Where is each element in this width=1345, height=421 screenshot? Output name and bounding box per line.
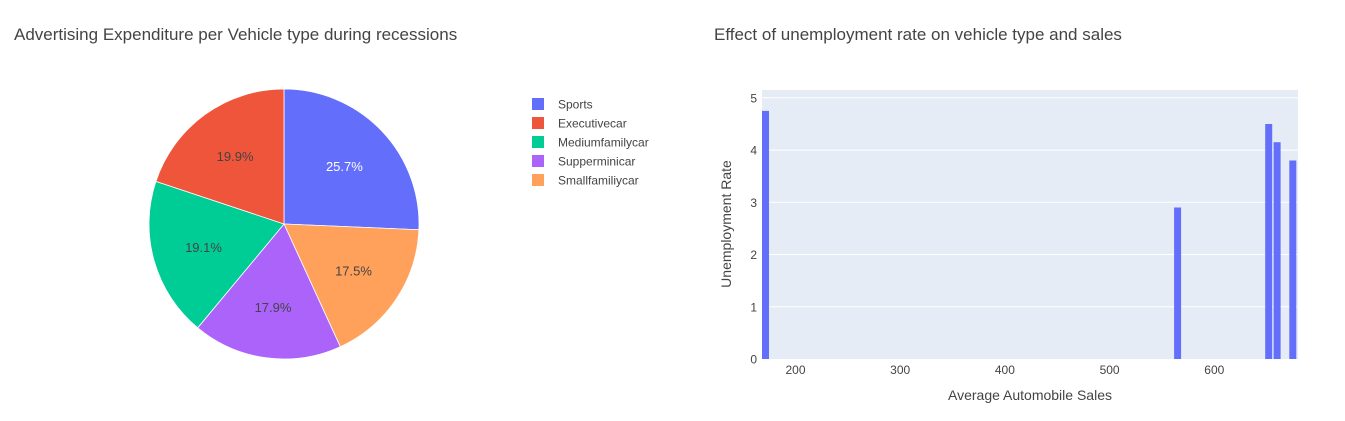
- bar-plot-area: [762, 90, 1298, 359]
- legend-swatch: [532, 155, 544, 167]
- y-tick-label: 5: [750, 91, 757, 105]
- pie-value-label: 17.9%: [255, 300, 292, 315]
- pie-legend: Sports Executivecar Mediumfamilycar Supperm…: [532, 98, 649, 188]
- y-tick-label: 2: [750, 248, 757, 262]
- pie-slice-supperminicar[interactable]: [197, 223, 341, 360]
- x-tick-label: 500: [1100, 363, 1120, 377]
- bar-x-ticks: 200 300 400 500 600: [785, 363, 1224, 377]
- bar[interactable]: [1273, 142, 1281, 359]
- y-tick-label: 0: [750, 353, 757, 367]
- legend-label: Supperminicar: [558, 155, 635, 169]
- pie-value-label: 17.5%: [335, 264, 372, 279]
- legend-label: Executivecar: [558, 117, 627, 131]
- legend-item[interactable]: Mediumfamilycar: [532, 136, 649, 150]
- legend-swatch: [532, 117, 544, 129]
- bar-gridlines: [762, 97, 1298, 308]
- pie-slices: [148, 88, 420, 360]
- legend-swatch: [532, 174, 544, 186]
- pie-slice-sports[interactable]: [283, 88, 420, 231]
- pie-title: Advertising Expenditure per Vehicle type…: [14, 25, 457, 44]
- y-tick-label: 4: [750, 144, 757, 158]
- bar[interactable]: [1289, 160, 1297, 360]
- x-tick-label: 400: [995, 363, 1015, 377]
- legend-label: Sports: [558, 98, 593, 112]
- bar[interactable]: [1265, 124, 1273, 359]
- y-tick-label: 3: [750, 196, 757, 210]
- bar[interactable]: [762, 110, 769, 360]
- legend-label: Mediumfamilycar: [558, 136, 649, 150]
- pie-value-label: 19.9%: [217, 149, 254, 164]
- legend-label: Smallfamiliycar: [558, 174, 639, 188]
- bar[interactable]: [1174, 207, 1182, 360]
- legend-swatch: [532, 136, 544, 148]
- y-tick-label: 1: [750, 300, 757, 314]
- pie-value-label: 19.1%: [185, 240, 222, 255]
- legend-item[interactable]: Executivecar: [532, 117, 627, 131]
- pie-slice-smallfamiliycar[interactable]: [283, 223, 420, 348]
- legend-item[interactable]: Sports: [532, 98, 593, 112]
- x-tick-label: 200: [785, 363, 805, 377]
- bar-title: Effect of unemployment rate on vehicle t…: [714, 25, 1122, 44]
- x-tick-label: 600: [1204, 363, 1224, 377]
- legend-item[interactable]: Supperminicar: [532, 155, 635, 169]
- pie-slice-mediumfamilycar[interactable]: [148, 180, 285, 329]
- bar-y-ticks: 0 1 2 3 4 5: [750, 91, 757, 366]
- x-tick-label: 300: [890, 363, 910, 377]
- legend-swatch: [532, 98, 544, 110]
- bar-bars: [762, 110, 1297, 360]
- pie-value-labels: 25.7% 17.5% 17.9% 19.1% 19.9%: [185, 149, 372, 315]
- bar-y-axis-label: Unemployment Rate: [718, 160, 734, 288]
- pie-value-label: 25.7%: [326, 159, 363, 174]
- legend-item[interactable]: Smallfamiliycar: [532, 174, 639, 188]
- bar-x-axis-label: Average Automobile Sales: [948, 387, 1112, 403]
- pie-slice-executivecar[interactable]: [155, 88, 285, 225]
